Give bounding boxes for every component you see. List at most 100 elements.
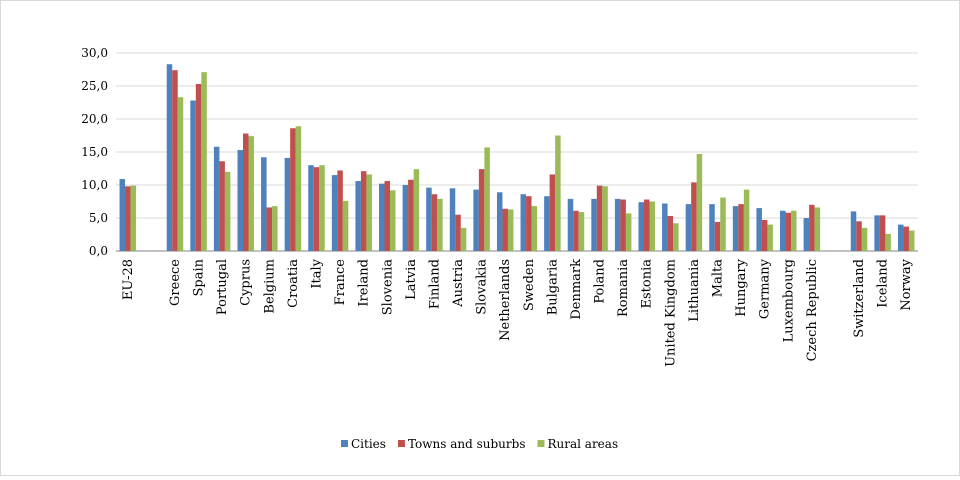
x-category-label: Sweden [522,258,537,311]
x-category-label: Bulgaria [545,259,560,316]
bar-towns-and-suburbs [219,161,225,251]
bar-towns-and-suburbs [879,215,886,251]
bar-towns-and-suburbs [408,179,414,251]
bar-towns-and-suburbs [667,216,674,251]
x-category-label: Poland [593,259,608,304]
bar-towns-and-suburbs [242,133,249,251]
bar-rural-areas [791,210,797,251]
bar-rural-areas [861,227,868,251]
bar-towns-and-suburbs [290,128,296,251]
bar-towns-and-suburbs [478,169,485,251]
bar-cities [308,165,314,251]
bar-rural-areas [366,174,372,251]
x-category-label: Estonia [640,259,655,309]
legend-swatch [537,440,545,447]
bar-cities [237,150,243,251]
bar-rural-areas [696,153,703,251]
x-category-label: Latvia [404,259,419,300]
bar-rural-areas [484,147,490,251]
bar-rural-areas [437,198,443,251]
bar-cities [874,215,880,251]
x-category-label: Netherlands [498,259,513,341]
bar-rural-areas [602,186,608,251]
bar-towns-and-suburbs [573,210,579,251]
bar-cities [709,204,715,251]
x-category-label: Germany [758,258,773,319]
bar-cities [449,188,456,251]
bar-rural-areas [814,207,821,251]
bar-rural-areas [767,224,773,251]
x-category-label: Denmark [569,259,584,320]
bar-rural-areas [390,190,396,251]
bar-towns-and-suburbs [195,84,202,252]
bar-cities [803,218,810,251]
bar-cities [850,211,857,251]
x-category-label: Lithuania [687,259,702,322]
x-category-label: Greece [168,259,183,306]
bar-cities [662,203,668,251]
bar-rural-areas [649,201,655,251]
x-category-label: Luxembourg [781,259,796,342]
x-category-label: Belgium [262,259,277,314]
bar-rural-areas [319,165,325,251]
x-category-label: Czech Republic [805,259,820,361]
bar-cities [261,157,267,251]
bar-rural-areas [885,233,891,251]
x-category-label: Slovenia [380,259,395,315]
bar-rural-areas [460,227,467,251]
bar-cities [685,204,692,251]
bar-towns-and-suburbs [643,199,650,251]
legend-label: Towns and suburbs [408,437,526,451]
legend-swatch [397,440,405,447]
x-category-label: United Kingdom [663,259,678,367]
bar-cities [379,183,385,251]
x-category-label: Portugal [215,259,230,315]
bar-cities [614,198,621,251]
y-tick-label: 25,0 [81,79,108,93]
y-tick-label: 10,0 [81,178,108,192]
bar-cities [473,189,479,251]
bar-rural-areas [342,200,349,251]
bar-towns-and-suburbs [125,186,131,251]
bar-towns-and-suburbs [691,182,697,251]
x-category-label: Switzerland [852,259,867,338]
x-category-label: Hungary [734,258,749,316]
bar-rural-areas [507,209,514,251]
x-category-label: Austria [451,259,466,308]
legend-label: Rural areas [547,437,618,451]
bar-towns-and-suburbs [856,221,862,251]
bar-cities [213,146,220,251]
bar-rural-areas [720,197,726,251]
bar-rural-areas [295,126,302,251]
bars [119,64,915,252]
bar-cities [119,179,126,251]
bar-cities [426,187,432,251]
y-tick-label: 0,0 [89,244,108,258]
bar-rural-areas [130,185,137,251]
bar-cities [520,194,527,251]
bar-towns-and-suburbs [266,207,273,251]
bar-cities [284,157,291,251]
x-category-label: Italy [310,258,325,288]
bar-towns-and-suburbs [596,185,603,251]
bar-cities [756,208,762,251]
bar-towns-and-suburbs [455,214,461,251]
x-category-label: EU-28 [121,259,136,300]
bar-rural-areas [201,72,207,251]
bar-rural-areas [224,171,231,251]
bar-towns-and-suburbs [360,171,367,251]
legend-swatch [341,440,348,447]
bar-rural-areas [743,189,750,251]
bar-cities [567,198,574,251]
bar-cities [331,175,338,251]
bar-cities [355,181,361,251]
bar-towns-and-suburbs [431,194,438,251]
x-category-label: Ireland [357,259,372,307]
bar-rural-areas [578,212,585,251]
y-axis-ticks: 0,0 5,0 10,0 15,0 20,0 25,0 30,0 [81,46,108,258]
bar-rural-areas [555,135,561,251]
bar-rural-areas [625,213,632,251]
bar-cities [638,202,644,251]
x-category-label: Romania [616,259,631,317]
x-category-label: Spain [192,258,207,296]
